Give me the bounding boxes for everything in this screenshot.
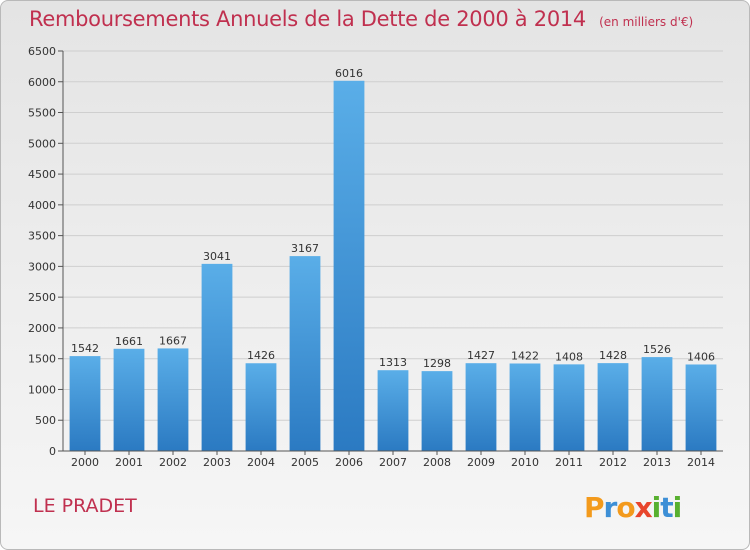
x-tick-label: 2012: [599, 456, 627, 469]
y-tick-label: 5000: [28, 137, 56, 150]
y-tick-label: 500: [35, 414, 56, 427]
axis-layer: 0 500 1000 1500 2000 2500 3000 3500 4000 4500 5000…: [28, 45, 723, 469]
x-tick-label: 2006: [335, 456, 363, 469]
bar-value-label: 1313: [379, 356, 407, 369]
title-row: Remboursements Annuels de la Dette de 20…: [29, 7, 693, 31]
bar-value-label: 6016: [335, 67, 363, 80]
y-tick-label: 1000: [28, 383, 56, 396]
bar-value-label: 1406: [687, 350, 715, 363]
bar-value-label: 1426: [247, 349, 275, 362]
x-tick-label: 2011: [555, 456, 583, 469]
y-tick-label: 2000: [28, 322, 56, 335]
y-tick-label: 3000: [28, 260, 56, 273]
bar-value-label: 1422: [511, 349, 539, 362]
x-tick-label: 2009: [467, 456, 495, 469]
bar-value-label: 1526: [643, 343, 671, 356]
bar-2010: [509, 363, 541, 451]
bar-2005: [289, 256, 321, 451]
y-tick-label: 2500: [28, 291, 56, 304]
town-name: LE PRADET: [33, 495, 137, 517]
bar-layer: 1542 1661 1667 3041 1426 3167 6016 1313 1298 1427…: [69, 67, 717, 452]
bar-value-label: 1542: [71, 342, 99, 355]
x-tick-label: 2013: [643, 456, 671, 469]
bar-2011: [553, 364, 585, 451]
y-tick-label: 3500: [28, 230, 56, 243]
proxiti-logo: Proxiti: [584, 491, 682, 524]
bar-2004: [245, 363, 277, 451]
bar-value-label: 1667: [159, 334, 187, 347]
bar-2000: [69, 356, 101, 451]
y-tick-label: 1500: [28, 353, 56, 366]
bar-2009: [465, 363, 497, 451]
bar-value-label: 1428: [599, 349, 627, 362]
y-tick-label: 4000: [28, 199, 56, 212]
x-tick-label: 2010: [511, 456, 539, 469]
bar-value-label: 3167: [291, 242, 319, 255]
x-tick-label: 2003: [203, 456, 231, 469]
chart-unit: (en milliers d'€): [599, 15, 694, 29]
x-tick-label: 2014: [687, 456, 715, 469]
bar-2014: [685, 364, 717, 451]
bar-2002: [157, 348, 189, 451]
y-tick-label: 6000: [28, 76, 56, 89]
y-tick-label: 4500: [28, 168, 56, 181]
x-tick-label: 2000: [71, 456, 99, 469]
bar-2012: [597, 363, 629, 451]
bar-2007: [377, 370, 409, 451]
x-tick-label: 2007: [379, 456, 407, 469]
x-tick-label: 2004: [247, 456, 275, 469]
y-tick-label: 5500: [28, 107, 56, 120]
y-tick-label: 6500: [28, 45, 56, 58]
x-tick-label: 2002: [159, 456, 187, 469]
bar-value-label: 1298: [423, 357, 451, 370]
bar-value-label: 3041: [203, 250, 231, 263]
bar-value-label: 1661: [115, 335, 143, 348]
x-tick-label: 2001: [115, 456, 143, 469]
bar-2013: [641, 357, 673, 451]
chart-title: Remboursements Annuels de la Dette de 20…: [29, 7, 586, 31]
y-tick-label: 0: [49, 445, 56, 458]
bar-value-label: 1427: [467, 349, 495, 362]
x-tick-label: 2008: [423, 456, 451, 469]
bar-2008: [421, 371, 453, 451]
bar-2001: [113, 348, 145, 451]
x-tick-label: 2005: [291, 456, 319, 469]
bar-2006: [333, 80, 365, 452]
bar-value-label: 1408: [555, 350, 583, 363]
bar-2003: [201, 263, 233, 451]
